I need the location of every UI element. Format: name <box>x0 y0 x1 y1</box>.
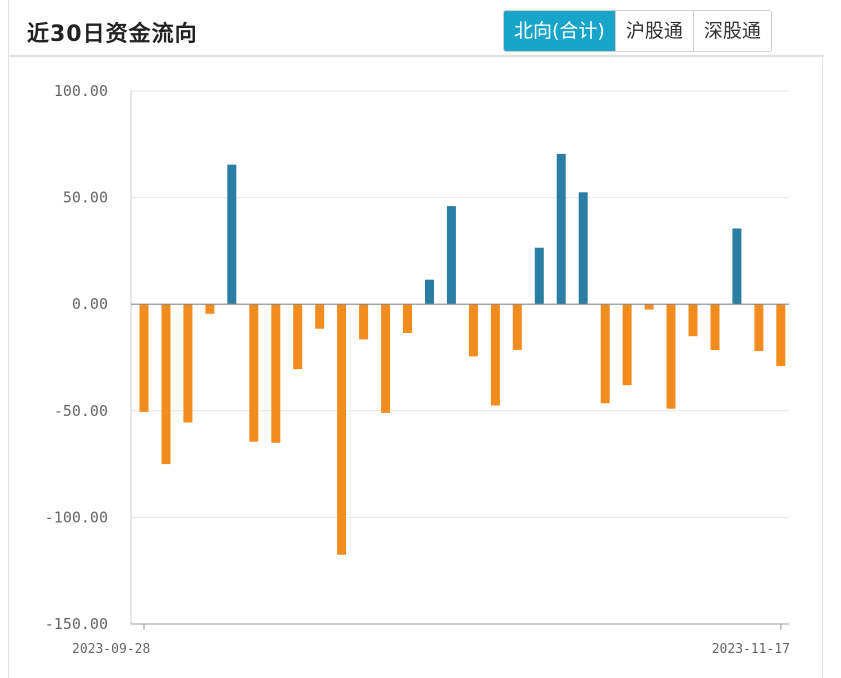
bar <box>425 279 434 305</box>
y-tick-label: -100.00 <box>45 508 108 526</box>
panel-header: 近30日资金流向 北向(合计) 沪股通 深股通 <box>9 0 824 57</box>
bar <box>271 304 281 443</box>
bar <box>710 304 720 350</box>
bar <box>490 304 500 406</box>
bar <box>688 304 698 337</box>
chart-panel: 近30日资金流向 北向(合计) 沪股通 深股通 <box>8 0 824 678</box>
bar <box>359 304 369 340</box>
y-tick-label: 0.00 <box>72 295 108 313</box>
bar <box>161 304 171 465</box>
bar <box>578 192 588 305</box>
bar <box>381 304 391 413</box>
tab-northbound-total[interactable]: 北向(合计) <box>504 11 616 51</box>
x-start-label: 2023-09-28 <box>72 642 150 657</box>
panel-title: 近30日资金流向 <box>27 22 198 47</box>
bar <box>139 304 149 412</box>
bar <box>468 304 478 357</box>
x-end-label: 2023-11-17 <box>712 642 790 657</box>
bar <box>512 304 522 350</box>
bar <box>337 304 347 555</box>
bar <box>666 304 676 409</box>
bar <box>534 247 544 305</box>
bar <box>403 304 412 333</box>
tab-shanghai-connect[interactable]: 沪股通 <box>615 11 694 51</box>
flow-tabs: 北向(合计) 沪股通 深股通 <box>503 10 772 52</box>
bar <box>446 206 456 305</box>
y-tick-label: -50.00 <box>54 402 108 420</box>
bar <box>315 304 325 329</box>
bar <box>205 304 215 314</box>
y-tick-label: -150.00 <box>45 615 108 633</box>
bar <box>556 153 566 305</box>
bar <box>732 228 742 305</box>
y-tick-label: 100.00 <box>54 82 108 100</box>
bar <box>776 304 786 366</box>
bar <box>293 304 303 370</box>
tab-shenzhen-connect[interactable]: 深股通 <box>693 11 771 51</box>
bar <box>183 304 193 423</box>
bar <box>249 304 259 442</box>
bar <box>227 164 237 305</box>
bar <box>600 304 610 404</box>
bar <box>622 304 632 386</box>
y-tick-label: 50.00 <box>63 189 108 207</box>
bar <box>754 304 764 352</box>
bar <box>644 304 654 310</box>
